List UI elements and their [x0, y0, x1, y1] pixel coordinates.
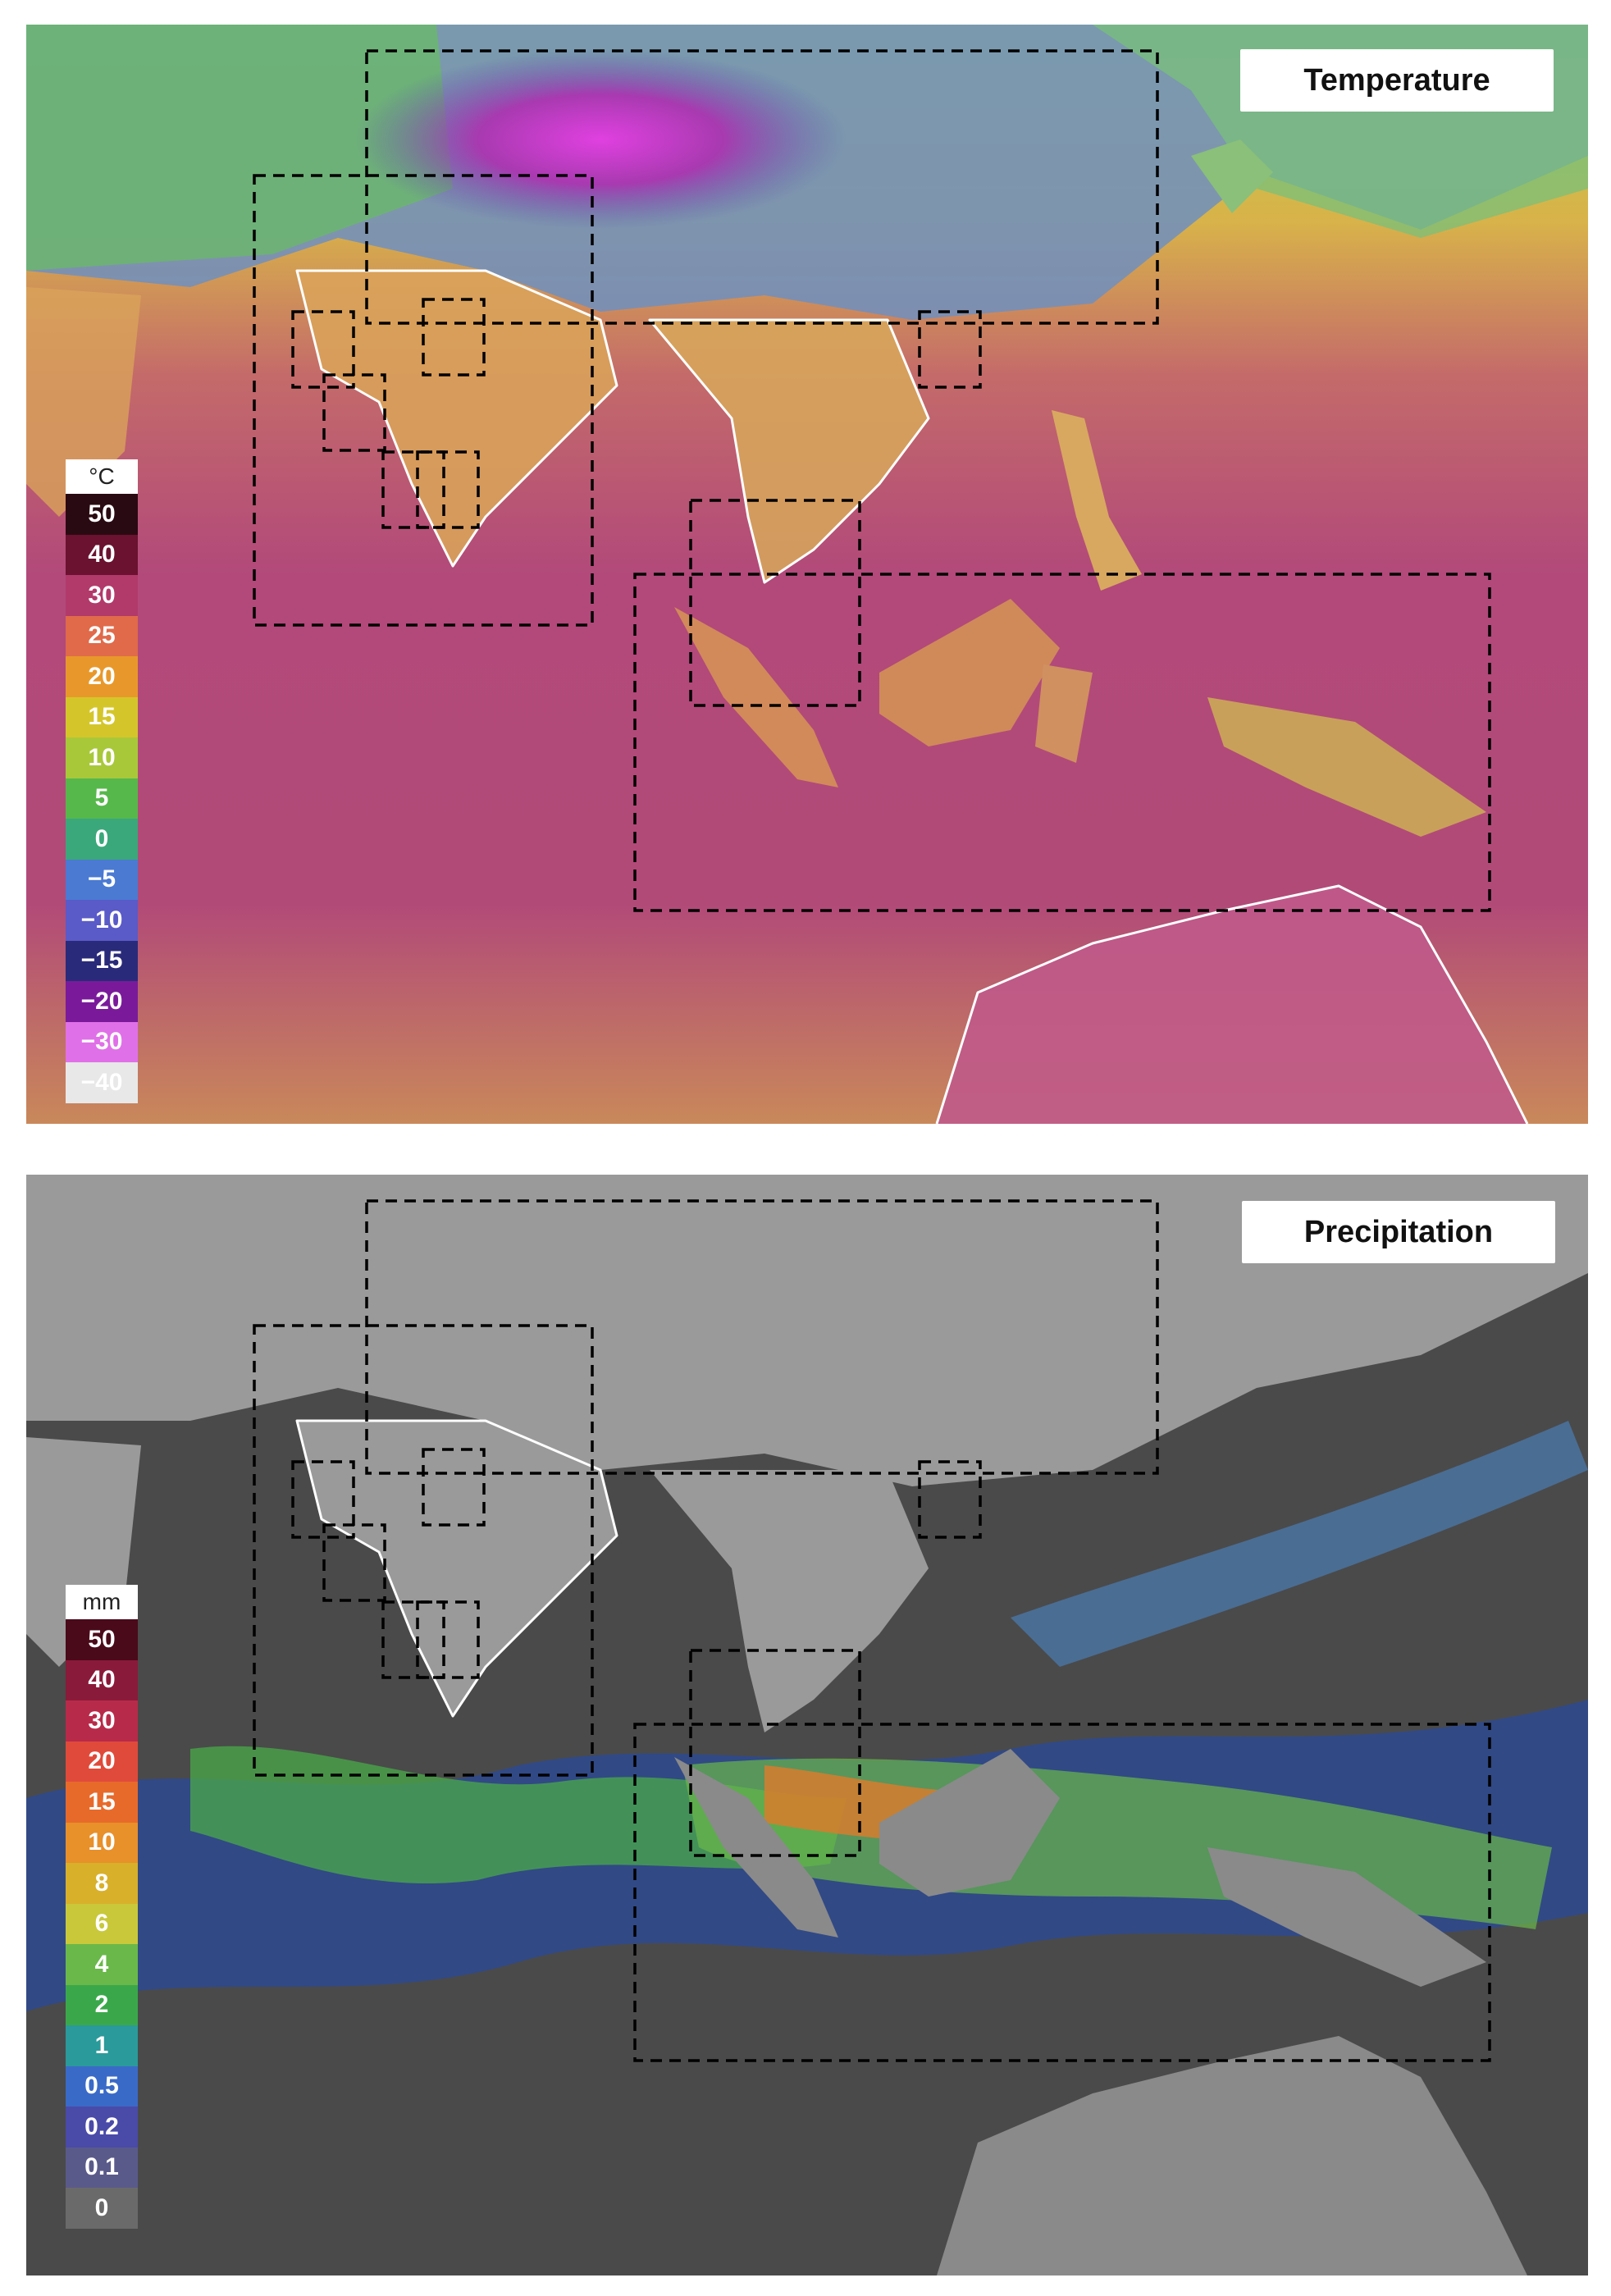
- australia-landmass: [937, 2036, 1527, 2275]
- japan-islands: [1191, 139, 1273, 213]
- temperature-title: Temperature: [1240, 49, 1554, 112]
- sumatra-island: [674, 607, 838, 787]
- region-box-maritime-continent: [633, 573, 1491, 912]
- temperature-legend-entry: 10: [66, 737, 138, 778]
- temperature-legend-entry: −40: [66, 1062, 138, 1103]
- temperature-legend-entry: 0: [66, 819, 138, 860]
- region-box-site-5: [416, 1600, 480, 1679]
- temperature-legend-entry: 25: [66, 615, 138, 656]
- precipitation-legend-entry: 40: [66, 1659, 138, 1700]
- southeast-asia-landmass: [650, 1470, 929, 1732]
- region-box-site-4: [381, 450, 445, 529]
- region-box-china: [365, 49, 1159, 325]
- precipitation-legend-entry: 50: [66, 1619, 138, 1660]
- region-box-south-asia: [253, 1324, 594, 1777]
- region-box-site-2: [422, 298, 486, 377]
- precipitation-legend-entry: 15: [66, 1782, 138, 1823]
- precip-band-pacific: [1011, 1421, 1588, 1667]
- sumatra-island: [674, 1757, 838, 1938]
- temperature-legend-entry: 15: [66, 696, 138, 737]
- temperature-legend: °C 50 40 30 25 20 15 10 5 0 −5 −10 −15 −20 −30 −40: [66, 459, 138, 1103]
- precipitation-legend: mm 50 40 30 20 15 10 8 6 4 2 1 0.5 0.2 0.1 0: [66, 1585, 138, 2229]
- temperature-map-panel: Temperature °C 50 40 30 25 20 15 10 5 0 −5 −10 −15−…: [26, 25, 1588, 1124]
- india-landmass: [297, 271, 617, 566]
- borneo-island: [879, 599, 1060, 746]
- sulawesi-island: [1035, 664, 1093, 763]
- region-box-site-3: [322, 1523, 386, 1602]
- region-box-site-1: [291, 1460, 355, 1539]
- region-box-site-6: [918, 1460, 982, 1539]
- precipitation-legend-entry: 1: [66, 2025, 138, 2066]
- precipitation-legend-entry: 30: [66, 1700, 138, 1741]
- precip-band-mid-west: [190, 1746, 847, 1884]
- precipitation-legend-entry: 8: [66, 1863, 138, 1904]
- temperature-legend-entry: −15: [66, 940, 138, 981]
- australia-coastline: [935, 884, 1529, 1124]
- india-coastline: [295, 1419, 618, 1718]
- region-box-china: [365, 1199, 1159, 1475]
- precipitation-legend-entry: 0: [66, 2188, 138, 2229]
- precipitation-legend-entry: 0.2: [66, 2107, 138, 2148]
- temperature-legend-entry: 5: [66, 778, 138, 819]
- india-landmass: [297, 1421, 617, 1716]
- temperature-legend-entry: −30: [66, 1021, 138, 1062]
- region-box-site-1: [291, 310, 355, 389]
- new-guinea-island: [1207, 697, 1486, 837]
- temperature-legend-entry: −20: [66, 981, 138, 1022]
- temperature-legend-entry: 40: [66, 534, 138, 575]
- precipitation-legend-entry: 4: [66, 1944, 138, 1985]
- india-coastline: [295, 269, 618, 568]
- region-box-site-6: [918, 310, 982, 389]
- australia-landmass: [937, 886, 1527, 1124]
- tibetan-plateau-cold: [354, 49, 847, 230]
- philippines-islands: [1052, 410, 1142, 591]
- precipitation-legend-entry: 20: [66, 1741, 138, 1782]
- temperature-legend-entry: 30: [66, 575, 138, 616]
- southeast-asia-coastline: [648, 318, 930, 584]
- temperature-legend-entry: 20: [66, 656, 138, 697]
- precipitation-legend-entry: 2: [66, 1984, 138, 2025]
- precipitation-map: [26, 1175, 1588, 2275]
- precipitation-legend-unit: mm: [66, 1585, 138, 1619]
- region-box-malay-peninsula: [689, 1649, 861, 1857]
- temperature-legend-entry: −10: [66, 900, 138, 941]
- precipitation-legend-entry: 6: [66, 1903, 138, 1944]
- region-box-site-5: [416, 450, 480, 529]
- borneo-island: [879, 1749, 1060, 1897]
- region-box-site-3: [322, 373, 386, 452]
- precipitation-map-panel: Precipitation mm 50 40 30 20 15 10 8 6 4 2 1 0.5 0.2…: [26, 1175, 1588, 2275]
- precipitation-legend-entry: 0.1: [66, 2147, 138, 2188]
- region-box-site-4: [381, 1600, 445, 1679]
- temperature-legend-unit: °C: [66, 459, 138, 494]
- temperature-legend-entry: 50: [66, 494, 138, 535]
- precipitation-legend-entry: 0.5: [66, 2065, 138, 2107]
- precipitation-legend-entry: 10: [66, 1822, 138, 1863]
- asia-landmass: [26, 1175, 1588, 1486]
- temperature-legend-entry: −5: [66, 859, 138, 900]
- new-guinea-island: [1207, 1847, 1486, 1987]
- southeast-asia-landmass: [650, 320, 929, 582]
- precipitation-title: Precipitation: [1242, 1201, 1555, 1263]
- region-box-site-2: [422, 1448, 486, 1527]
- region-box-malay-peninsula: [689, 499, 861, 707]
- region-box-maritime-continent: [633, 1723, 1491, 2062]
- region-box-south-asia: [253, 174, 594, 627]
- temperature-map: [26, 25, 1588, 1124]
- west-asia-landmass: [26, 25, 453, 271]
